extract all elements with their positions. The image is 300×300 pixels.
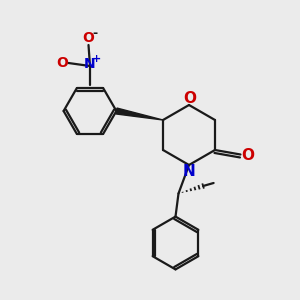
Text: O: O <box>56 56 68 70</box>
Text: O: O <box>242 148 254 164</box>
Text: O: O <box>183 91 196 106</box>
Polygon shape <box>116 108 163 120</box>
Text: N: N <box>183 164 195 179</box>
Text: N: N <box>84 58 96 71</box>
Text: O: O <box>82 32 94 45</box>
Text: -: - <box>92 27 98 40</box>
Text: +: + <box>92 54 101 64</box>
